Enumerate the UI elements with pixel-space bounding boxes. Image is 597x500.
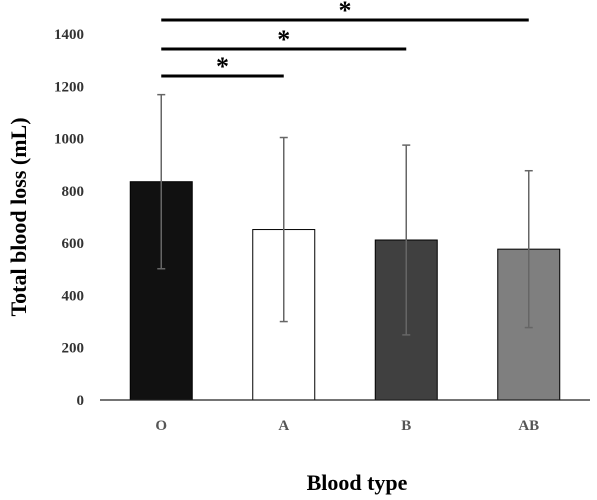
significance-star: * — [277, 25, 290, 54]
y-axis-title: Total blood loss (mL) — [6, 117, 31, 316]
error-bar-b — [402, 144, 411, 336]
error-bar-ab — [524, 169, 533, 329]
x-axis-title: Blood type — [307, 470, 408, 495]
significance-o-b: * — [161, 25, 407, 54]
bars — [129, 181, 561, 401]
significance-o-ab: * — [161, 0, 529, 25]
error-bars — [157, 93, 533, 336]
y-tick-label: 400 — [62, 288, 85, 304]
error-bar-a — [279, 136, 288, 323]
x-axis-labels: O A B AB — [155, 418, 539, 434]
significance-brackets: * * * — [161, 0, 529, 81]
significance-o-a: * — [161, 52, 284, 81]
x-tick-label: A — [278, 418, 289, 434]
significance-star: * — [339, 0, 352, 25]
y-tick-label: 800 — [62, 184, 85, 200]
y-tick-label: 1400 — [54, 27, 84, 43]
y-axis-ticks: 0 200 400 600 800 1000 1200 1400 — [54, 27, 84, 409]
y-tick-label: 1000 — [54, 132, 84, 148]
x-tick-label: O — [155, 418, 167, 434]
error-bar-o — [157, 93, 166, 270]
y-tick-label: 600 — [62, 236, 85, 252]
y-tick-label: 0 — [77, 393, 85, 409]
x-tick-label: AB — [518, 418, 539, 434]
x-tick-label: B — [401, 418, 411, 434]
y-tick-label: 1200 — [54, 79, 84, 95]
y-tick-label: 200 — [62, 341, 85, 357]
significance-star: * — [216, 52, 229, 81]
